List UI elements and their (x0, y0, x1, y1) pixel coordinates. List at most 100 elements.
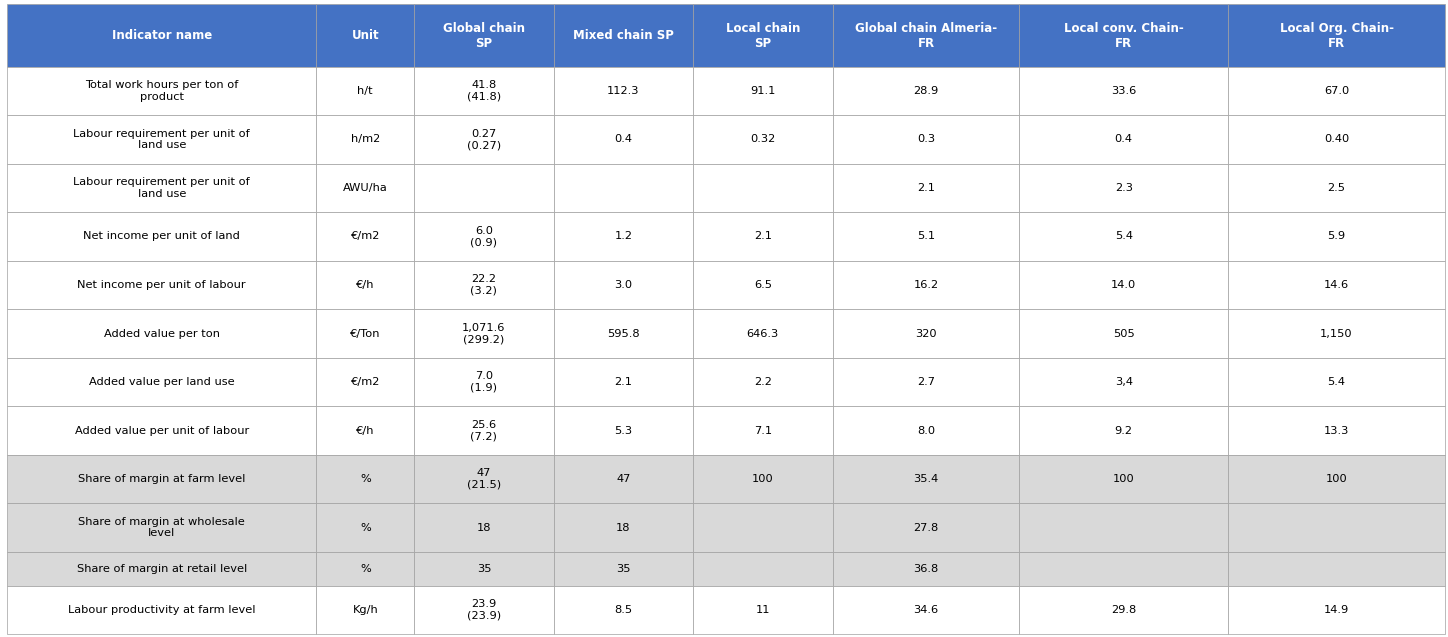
Text: Global chain
SP: Global chain SP (443, 22, 524, 50)
Text: 11: 11 (756, 605, 770, 615)
Bar (316, 310, 414, 358)
Text: %: % (361, 564, 371, 574)
Bar (316, 261, 414, 310)
Bar (1019, 406, 1228, 455)
Text: 100: 100 (1114, 474, 1135, 484)
Text: 1.2: 1.2 (614, 231, 633, 241)
Text: 5.4: 5.4 (1115, 231, 1132, 241)
Bar (694, 4, 833, 67)
Text: Share of margin at farm level: Share of margin at farm level (78, 474, 246, 484)
Bar (694, 586, 833, 634)
Text: 35: 35 (476, 564, 491, 574)
Bar (1019, 164, 1228, 212)
Text: 47: 47 (617, 474, 630, 484)
Text: 7.1: 7.1 (754, 426, 772, 436)
Text: €/h: €/h (356, 280, 375, 290)
Text: 2.7: 2.7 (917, 377, 935, 387)
Bar (7, 261, 316, 310)
Bar (1228, 586, 1445, 634)
Bar (833, 212, 1019, 261)
Text: Added value per land use: Added value per land use (88, 377, 235, 387)
Bar (7, 4, 316, 67)
Text: 595.8: 595.8 (607, 329, 640, 338)
Bar (316, 586, 414, 634)
Bar (553, 503, 694, 552)
Bar (694, 310, 833, 358)
Bar (553, 164, 694, 212)
Text: 1,071.6
(299.2): 1,071.6 (299.2) (462, 323, 505, 345)
Text: 36.8: 36.8 (914, 564, 938, 574)
Text: 3,4: 3,4 (1115, 377, 1132, 387)
Bar (1019, 115, 1228, 164)
Bar (316, 406, 414, 455)
Text: 9.2: 9.2 (1115, 426, 1132, 436)
Bar (1019, 67, 1228, 115)
Bar (833, 67, 1019, 115)
Text: 0.40: 0.40 (1323, 134, 1350, 145)
Bar (553, 4, 694, 67)
Bar (7, 552, 316, 586)
Text: Added value per unit of labour: Added value per unit of labour (75, 426, 249, 436)
Bar (1228, 552, 1445, 586)
Text: Unit: Unit (352, 29, 379, 42)
Bar (1228, 115, 1445, 164)
Bar (1019, 552, 1228, 586)
Text: Labour requirement per unit of
land use: Labour requirement per unit of land use (74, 177, 251, 199)
Bar (7, 164, 316, 212)
Text: 0.32: 0.32 (750, 134, 776, 145)
Text: 2.1: 2.1 (614, 377, 633, 387)
Text: 7.0
(1.9): 7.0 (1.9) (471, 371, 498, 393)
Text: 34.6: 34.6 (914, 605, 938, 615)
Text: h/t: h/t (358, 86, 374, 96)
Bar (694, 164, 833, 212)
Text: %: % (361, 523, 371, 533)
Bar (316, 67, 414, 115)
Bar (7, 406, 316, 455)
Bar (694, 552, 833, 586)
Text: Kg/h: Kg/h (352, 605, 378, 615)
Bar (833, 261, 1019, 310)
Text: €/Ton: €/Ton (350, 329, 381, 338)
Bar (414, 503, 553, 552)
Bar (414, 164, 553, 212)
Text: 2.3: 2.3 (1115, 183, 1132, 193)
Text: h/m2: h/m2 (350, 134, 379, 145)
Bar (833, 455, 1019, 503)
Bar (316, 164, 414, 212)
Bar (833, 164, 1019, 212)
Text: 33.6: 33.6 (1111, 86, 1137, 96)
Bar (833, 586, 1019, 634)
Text: Share of margin at wholesale
level: Share of margin at wholesale level (78, 517, 245, 538)
Bar (694, 261, 833, 310)
Text: 16.2: 16.2 (914, 280, 938, 290)
Bar (553, 310, 694, 358)
Text: 6.0
(0.9): 6.0 (0.9) (471, 225, 498, 247)
Bar (694, 115, 833, 164)
Bar (833, 310, 1019, 358)
Bar (414, 358, 553, 406)
Text: 35.4: 35.4 (914, 474, 938, 484)
Text: 41.8
(41.8): 41.8 (41.8) (466, 80, 501, 102)
Bar (553, 212, 694, 261)
Bar (316, 358, 414, 406)
Bar (833, 406, 1019, 455)
Bar (1019, 455, 1228, 503)
Text: 6.5: 6.5 (754, 280, 772, 290)
Text: 28.9: 28.9 (914, 86, 938, 96)
Bar (553, 67, 694, 115)
Bar (316, 455, 414, 503)
Text: 2.1: 2.1 (754, 231, 772, 241)
Text: 18: 18 (476, 523, 491, 533)
Bar (694, 455, 833, 503)
Bar (1019, 4, 1228, 67)
Text: 29.8: 29.8 (1111, 605, 1137, 615)
Bar (1228, 503, 1445, 552)
Bar (1019, 212, 1228, 261)
Bar (1228, 212, 1445, 261)
Text: 2.1: 2.1 (917, 183, 935, 193)
Bar (7, 310, 316, 358)
Bar (414, 67, 553, 115)
Bar (7, 455, 316, 503)
Bar (694, 67, 833, 115)
Text: 14.0: 14.0 (1111, 280, 1137, 290)
